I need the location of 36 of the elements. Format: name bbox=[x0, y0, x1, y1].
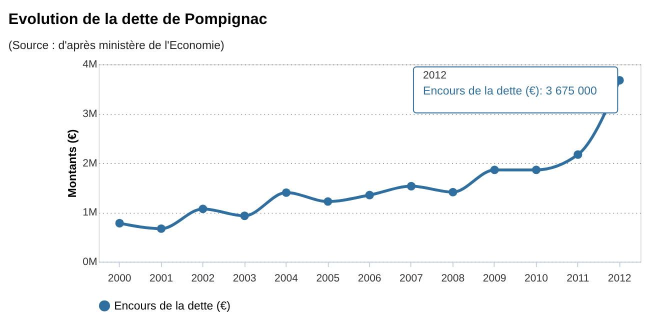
y-axis-title: Montants (€) bbox=[66, 129, 79, 198]
point bbox=[490, 166, 499, 174]
point bbox=[115, 218, 124, 228]
x-tick-label: 2000 bbox=[108, 272, 132, 284]
point bbox=[574, 150, 582, 159]
point bbox=[324, 197, 332, 206]
y-tick-label: 1M bbox=[82, 206, 98, 219]
x-tick-label: 2002 bbox=[191, 272, 215, 284]
x-tick-label: 2009 bbox=[482, 272, 506, 284]
point bbox=[240, 212, 249, 220]
chart-title: Evolution de la dette de Pompignac bbox=[8, 10, 268, 28]
point bbox=[448, 188, 458, 196]
point bbox=[198, 204, 208, 214]
x-tick-label: 2001 bbox=[150, 272, 174, 284]
point bbox=[282, 188, 291, 197]
x-tick-label: 2008 bbox=[441, 272, 465, 284]
x-tick-label: 2012 bbox=[608, 272, 632, 284]
point bbox=[406, 182, 416, 190]
x-tick-label: 2011 bbox=[566, 272, 590, 284]
point bbox=[365, 190, 374, 200]
legend-label: Encours de la dette (€) bbox=[114, 300, 231, 313]
x-tick-label: 2007 bbox=[400, 272, 424, 284]
y-tick-label: 4M bbox=[82, 58, 98, 71]
x-tick-label: 2005 bbox=[316, 272, 340, 284]
annotation: Encours de la dette (€): 3 675 000 bbox=[423, 86, 597, 98]
point bbox=[156, 224, 166, 233]
x-tick-label: 2010 bbox=[524, 272, 548, 284]
annotation: 2012 bbox=[423, 69, 447, 82]
point bbox=[532, 166, 541, 174]
chart-subtitle: (Source : d'après ministère de l'Economie) bbox=[8, 40, 224, 52]
y-tick-label: 0M bbox=[82, 256, 98, 268]
y-tick-label: 3M bbox=[82, 108, 98, 120]
x-tick-label: 2003 bbox=[232, 272, 256, 284]
y-tick-label: 2M bbox=[82, 157, 98, 170]
x-tick-label: 2006 bbox=[358, 272, 382, 284]
x-tick-label: 2004 bbox=[274, 272, 298, 284]
